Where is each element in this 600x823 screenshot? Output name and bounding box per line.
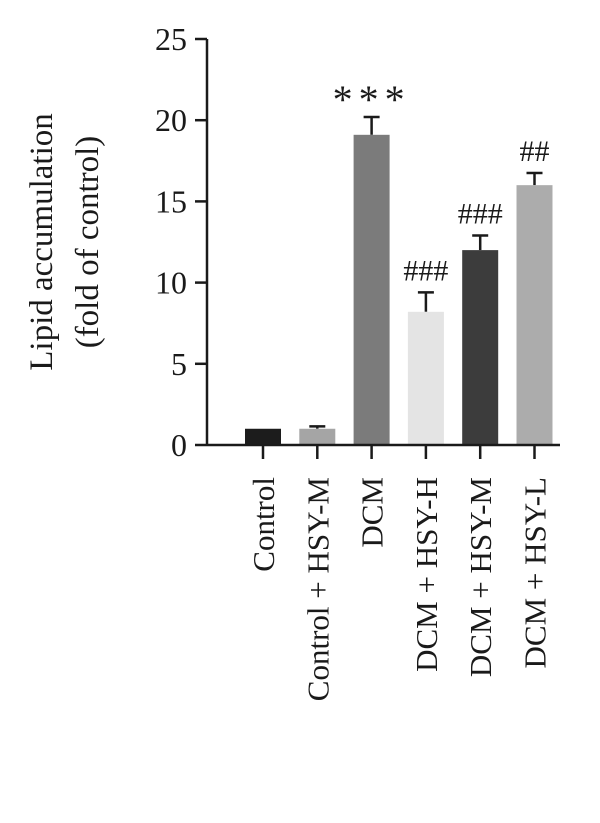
y-axis-title-line-1: Lipid accumulation: [24, 113, 60, 371]
significance-label: ###: [403, 254, 448, 287]
y-tick-label: 10: [155, 265, 187, 301]
x-tick-label: DCM: [355, 477, 390, 548]
significance-label: ##: [520, 135, 550, 168]
bar: [516, 185, 553, 445]
y-tick-label: 25: [155, 21, 187, 57]
x-tick-label: DCM + HSY-L: [518, 477, 553, 668]
y-tick-label: 15: [155, 183, 187, 219]
x-tick-label: DCM + HSY-H: [409, 477, 444, 672]
significance-label: ***: [333, 77, 411, 122]
bars: [245, 134, 553, 446]
y-axis: 0 5 10 15 20 25: [155, 21, 209, 463]
x-tick-labels: Control Control + HSY-M DCM DCM + HSY-H DCM …: [246, 477, 553, 701]
y-axis-title: Lipid accumulation (fold of control): [24, 113, 106, 371]
significance-label: ###: [458, 198, 503, 231]
x-tick-label: Control: [246, 477, 281, 572]
significance-annotations: ***########: [333, 77, 550, 287]
bar: [299, 428, 336, 445]
y-tick-label: 0: [171, 427, 187, 463]
bar: [462, 250, 499, 445]
bar: [245, 428, 281, 445]
error-bars: [309, 115, 543, 429]
x-tick-label: DCM + HSY-M: [463, 477, 498, 677]
y-axis-title-line-2: (fold of control): [70, 136, 106, 349]
y-tick-label: 5: [171, 346, 187, 382]
x-axis: [207, 443, 560, 459]
x-tick-label: Control + HSY-M: [300, 477, 335, 701]
bar: [407, 311, 444, 445]
bar: [353, 134, 390, 446]
y-tick-label: 20: [155, 102, 187, 138]
